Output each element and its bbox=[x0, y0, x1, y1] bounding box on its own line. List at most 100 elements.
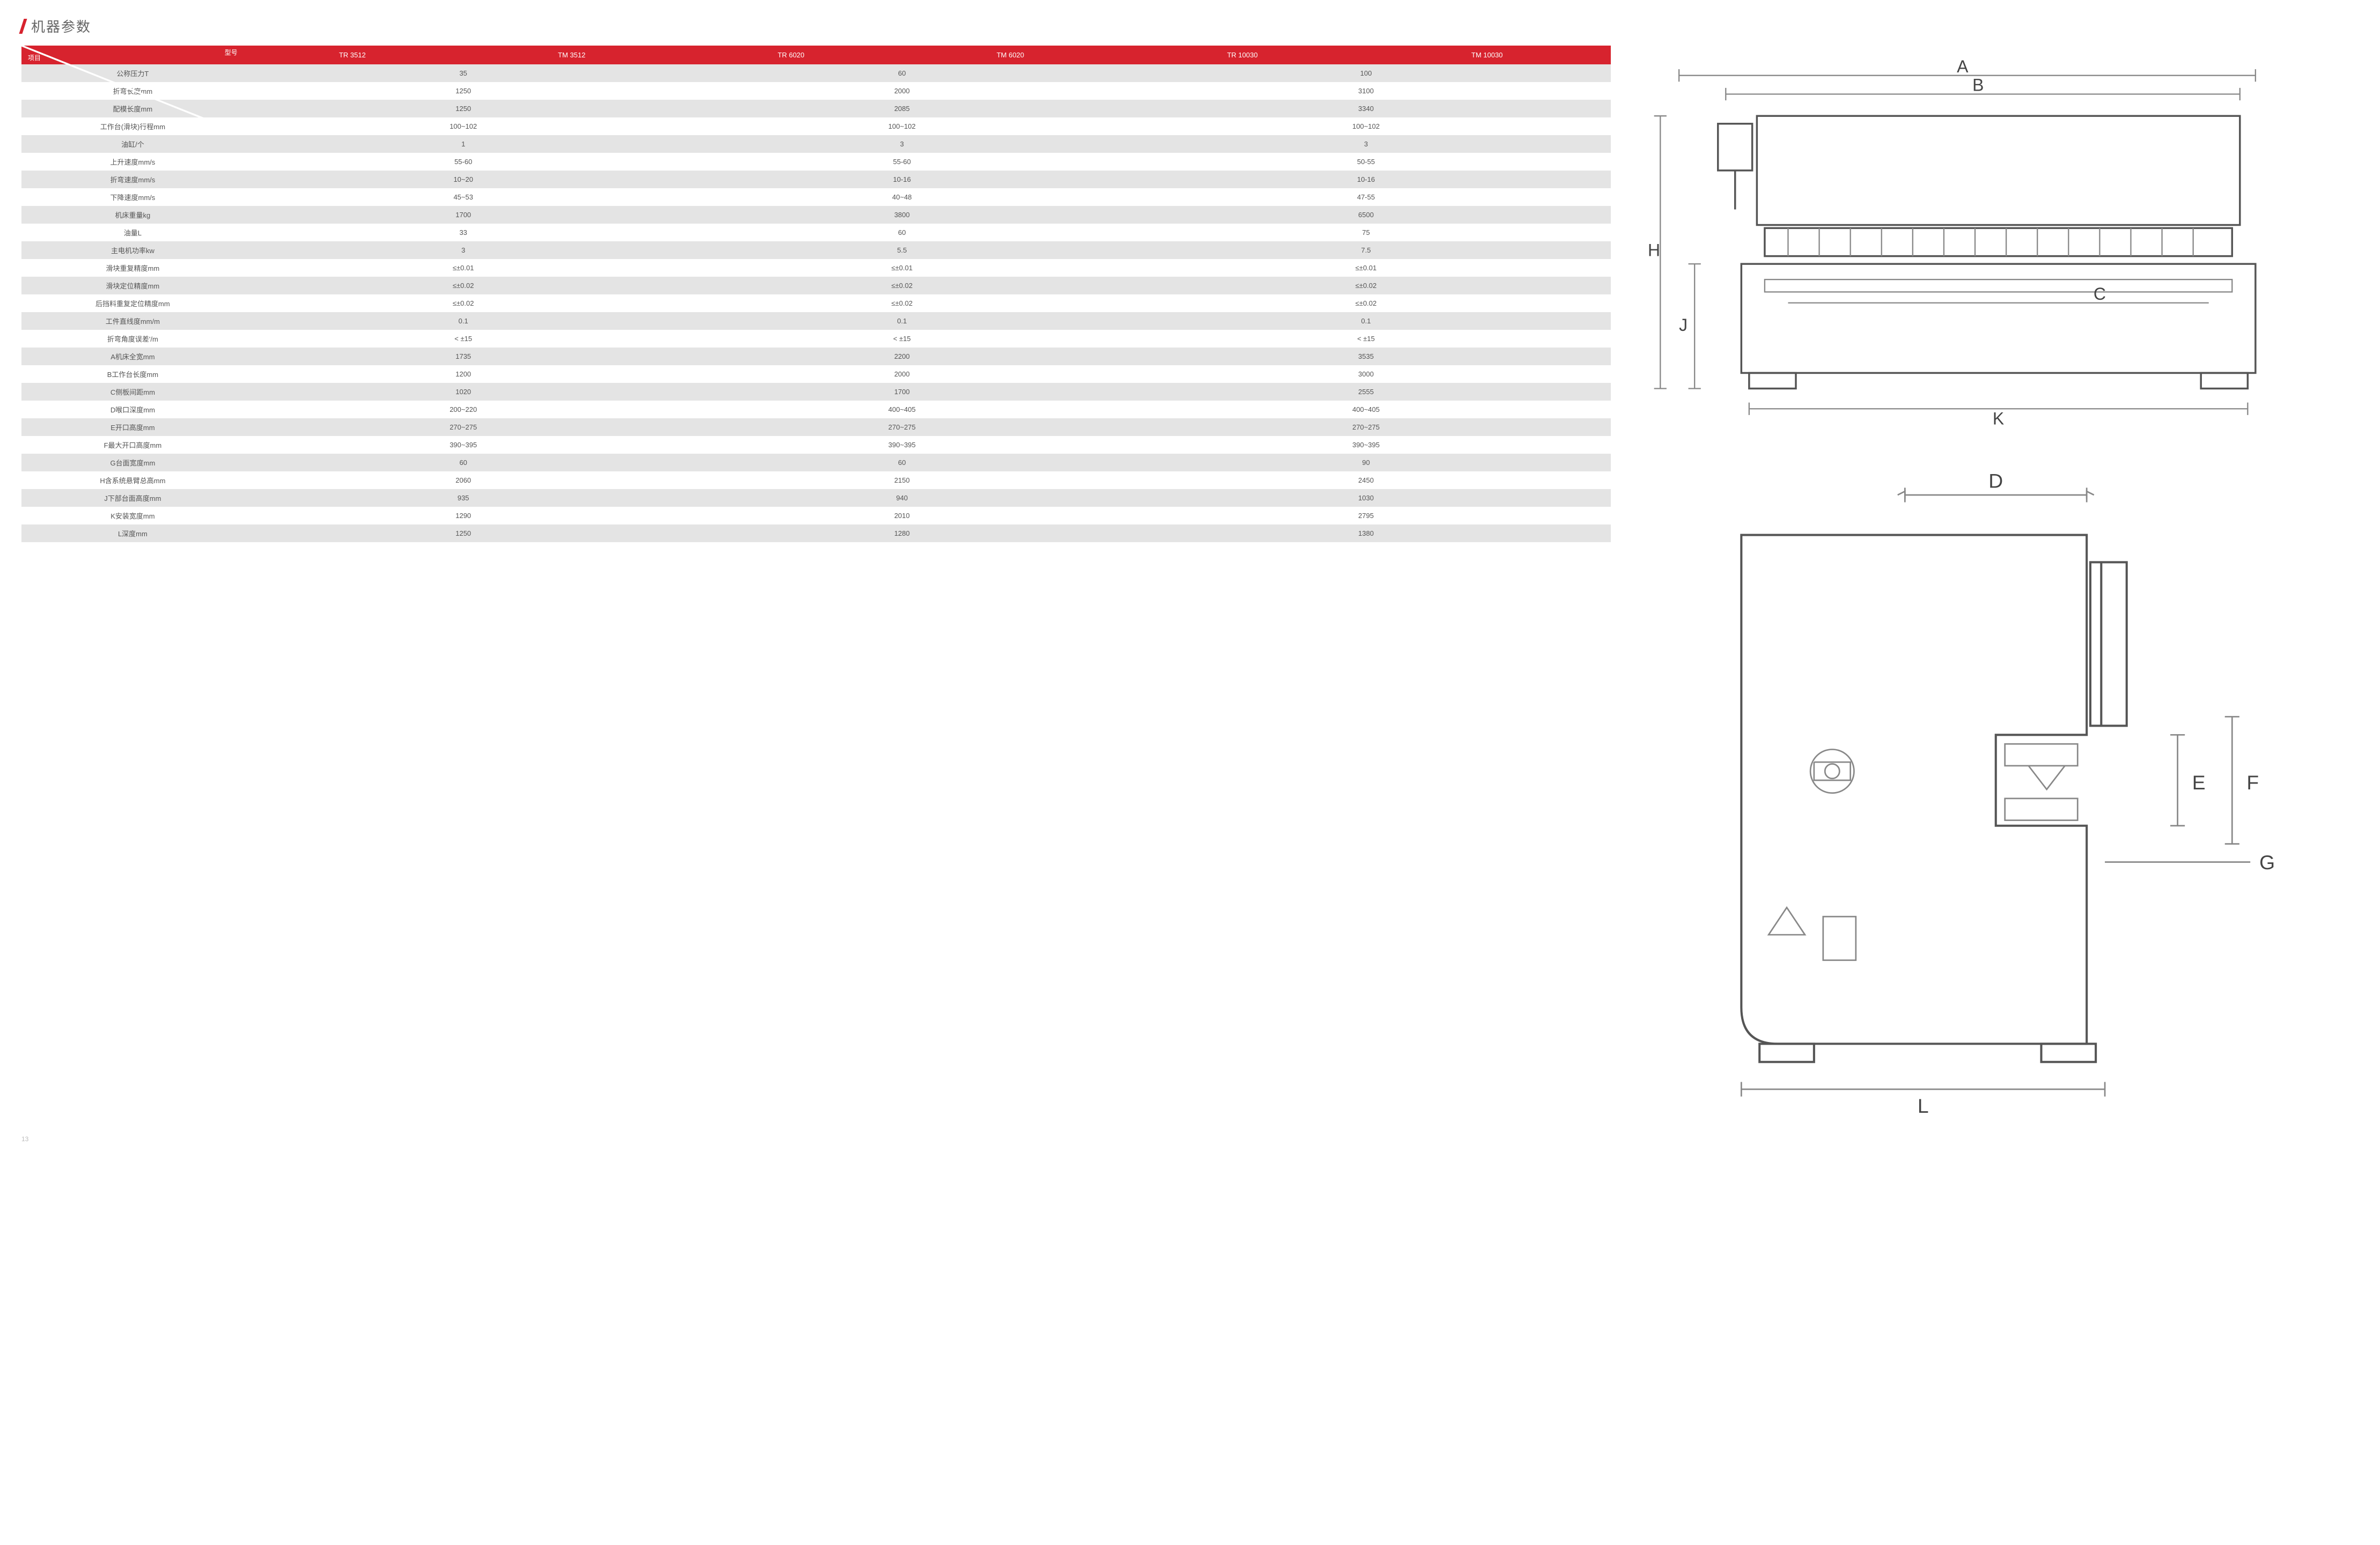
table-row: G台面宽度mm606090 bbox=[21, 454, 1611, 471]
value-cell: 2060 bbox=[244, 471, 683, 489]
table-row: 折弯角度误差'/m< ±15< ±15< ±15 bbox=[21, 330, 1611, 348]
value-cell: 1020 bbox=[244, 383, 683, 401]
value-cell: < ±15 bbox=[1121, 330, 1610, 348]
param-label-cell: 滑块重复精度mm bbox=[21, 259, 244, 277]
param-label-cell: J下部台面高度mm bbox=[21, 489, 244, 507]
value-cell: ≤±0.02 bbox=[244, 277, 683, 294]
value-cell: 1290 bbox=[244, 507, 683, 524]
param-label-cell: 配模长度mm bbox=[21, 100, 244, 117]
value-cell: 390~395 bbox=[1121, 436, 1610, 454]
value-cell: 0.1 bbox=[244, 312, 683, 330]
dim-label-D: D bbox=[1988, 470, 2003, 492]
value-cell: 2795 bbox=[1121, 507, 1610, 524]
diagram-side: D bbox=[1632, 462, 2287, 1119]
value-cell: 45~53 bbox=[244, 188, 683, 206]
diagram-front: A B bbox=[1632, 54, 2287, 430]
table-row: H含系统悬臂总高mm206021502450 bbox=[21, 471, 1611, 489]
value-cell: 60 bbox=[244, 454, 683, 471]
header-model-cell: TR 3512 bbox=[244, 46, 461, 64]
dim-label-H: H bbox=[1648, 241, 1660, 260]
value-cell: 60 bbox=[683, 454, 1122, 471]
param-label-cell: 工作台(滑块)行程mm bbox=[21, 117, 244, 135]
value-cell: 40~48 bbox=[683, 188, 1122, 206]
value-cell: 200~220 bbox=[244, 401, 683, 418]
dim-label-J: J bbox=[1679, 315, 1688, 335]
param-label-cell: 折弯角度误差'/m bbox=[21, 330, 244, 348]
table-row: 折弯长度mm125020003100 bbox=[21, 82, 1611, 100]
value-cell: 390~395 bbox=[683, 436, 1122, 454]
value-cell: 60 bbox=[683, 224, 1122, 241]
param-label-cell: A机床全宽mm bbox=[21, 348, 244, 365]
value-cell: 100~102 bbox=[244, 117, 683, 135]
value-cell: ≤±0.02 bbox=[683, 294, 1122, 312]
param-label-cell: B工作台长度mm bbox=[21, 365, 244, 383]
page-title-row: 机器参数 bbox=[21, 16, 1611, 36]
value-cell: 270~275 bbox=[1121, 418, 1610, 436]
param-label-cell: 油量L bbox=[21, 224, 244, 241]
table-row: A机床全宽mm173522003535 bbox=[21, 348, 1611, 365]
value-cell: 0.1 bbox=[683, 312, 1122, 330]
param-label-cell: 后挡料重复定位精度mm bbox=[21, 294, 244, 312]
param-label-cell: 主电机功率kw bbox=[21, 241, 244, 259]
value-cell: 3800 bbox=[683, 206, 1122, 224]
table-row: 油量L336075 bbox=[21, 224, 1611, 241]
value-cell: 1250 bbox=[244, 82, 683, 100]
table-row: 折弯速度mm/s10~2010-1610-16 bbox=[21, 171, 1611, 188]
value-cell: 3100 bbox=[1121, 82, 1610, 100]
value-cell: 935 bbox=[244, 489, 683, 507]
value-cell: 3000 bbox=[1121, 365, 1610, 383]
table-row: 下降速度mm/s45~5340~4847-55 bbox=[21, 188, 1611, 206]
value-cell: ≤±0.01 bbox=[683, 259, 1122, 277]
value-cell: ≤±0.02 bbox=[244, 294, 683, 312]
value-cell: 60 bbox=[683, 64, 1122, 82]
param-label-cell: 滑块定位精度mm bbox=[21, 277, 244, 294]
dim-label-B: B bbox=[1972, 76, 1984, 95]
value-cell: 7.5 bbox=[1121, 241, 1610, 259]
value-cell: ≤±0.02 bbox=[1121, 277, 1610, 294]
table-row: C侧板间距mm102017002555 bbox=[21, 383, 1611, 401]
value-cell: 50-55 bbox=[1121, 153, 1610, 171]
header-corner-bottom: 项目 bbox=[28, 53, 41, 62]
param-label-cell: G台面宽度mm bbox=[21, 454, 244, 471]
table-row: 公称压力T3560100 bbox=[21, 64, 1611, 82]
param-label-cell: H含系统悬臂总高mm bbox=[21, 471, 244, 489]
value-cell: 2450 bbox=[1121, 471, 1610, 489]
dim-label-E: E bbox=[2192, 771, 2205, 794]
value-cell: 390~395 bbox=[244, 436, 683, 454]
header-model-cell: TM 6020 bbox=[900, 46, 1122, 64]
value-cell: ≤±0.02 bbox=[1121, 294, 1610, 312]
dim-label-L: L bbox=[1918, 1095, 1929, 1117]
value-cell: 10-16 bbox=[1121, 171, 1610, 188]
value-cell: 90 bbox=[1121, 454, 1610, 471]
value-cell: 2555 bbox=[1121, 383, 1610, 401]
table-row: 滑块重复精度mm≤±0.01≤±0.01≤±0.01 bbox=[21, 259, 1611, 277]
param-label-cell: 机床重量kg bbox=[21, 206, 244, 224]
table-row: 工作台(滑块)行程mm100~102100~102100~102 bbox=[21, 117, 1611, 135]
param-label-cell: 下降速度mm/s bbox=[21, 188, 244, 206]
header-corner-cell: 型号 项目 bbox=[21, 46, 244, 64]
table-body: 公称压力T3560100折弯长度mm125020003100配模长度mm1250… bbox=[21, 64, 1611, 542]
dim-label-K: K bbox=[1993, 409, 2004, 427]
value-cell: 1735 bbox=[244, 348, 683, 365]
header-model-cell: TM 3512 bbox=[461, 46, 683, 64]
table-row: 配模长度mm125020853340 bbox=[21, 100, 1611, 117]
value-cell: 47-55 bbox=[1121, 188, 1610, 206]
value-cell: 1030 bbox=[1121, 489, 1610, 507]
value-cell: 5.5 bbox=[683, 241, 1122, 259]
value-cell: 55-60 bbox=[244, 153, 683, 171]
table-row: 工件直线度mm/m0.10.10.1 bbox=[21, 312, 1611, 330]
table-row: B工作台长度mm120020003000 bbox=[21, 365, 1611, 383]
value-cell: < ±15 bbox=[244, 330, 683, 348]
table-row: 油缸/个133 bbox=[21, 135, 1611, 153]
value-cell: ≤±0.02 bbox=[683, 277, 1122, 294]
value-cell: 3 bbox=[244, 241, 683, 259]
dim-label-C: C bbox=[2094, 284, 2106, 304]
value-cell: 1280 bbox=[683, 524, 1122, 542]
param-label-cell: F最大开口高度mm bbox=[21, 436, 244, 454]
table-row: 滑块定位精度mm≤±0.02≤±0.02≤±0.02 bbox=[21, 277, 1611, 294]
value-cell: 940 bbox=[683, 489, 1122, 507]
value-cell: 1380 bbox=[1121, 524, 1610, 542]
table-row: L深度mm125012801380 bbox=[21, 524, 1611, 542]
value-cell: < ±15 bbox=[683, 330, 1122, 348]
param-label-cell: 上升速度mm/s bbox=[21, 153, 244, 171]
